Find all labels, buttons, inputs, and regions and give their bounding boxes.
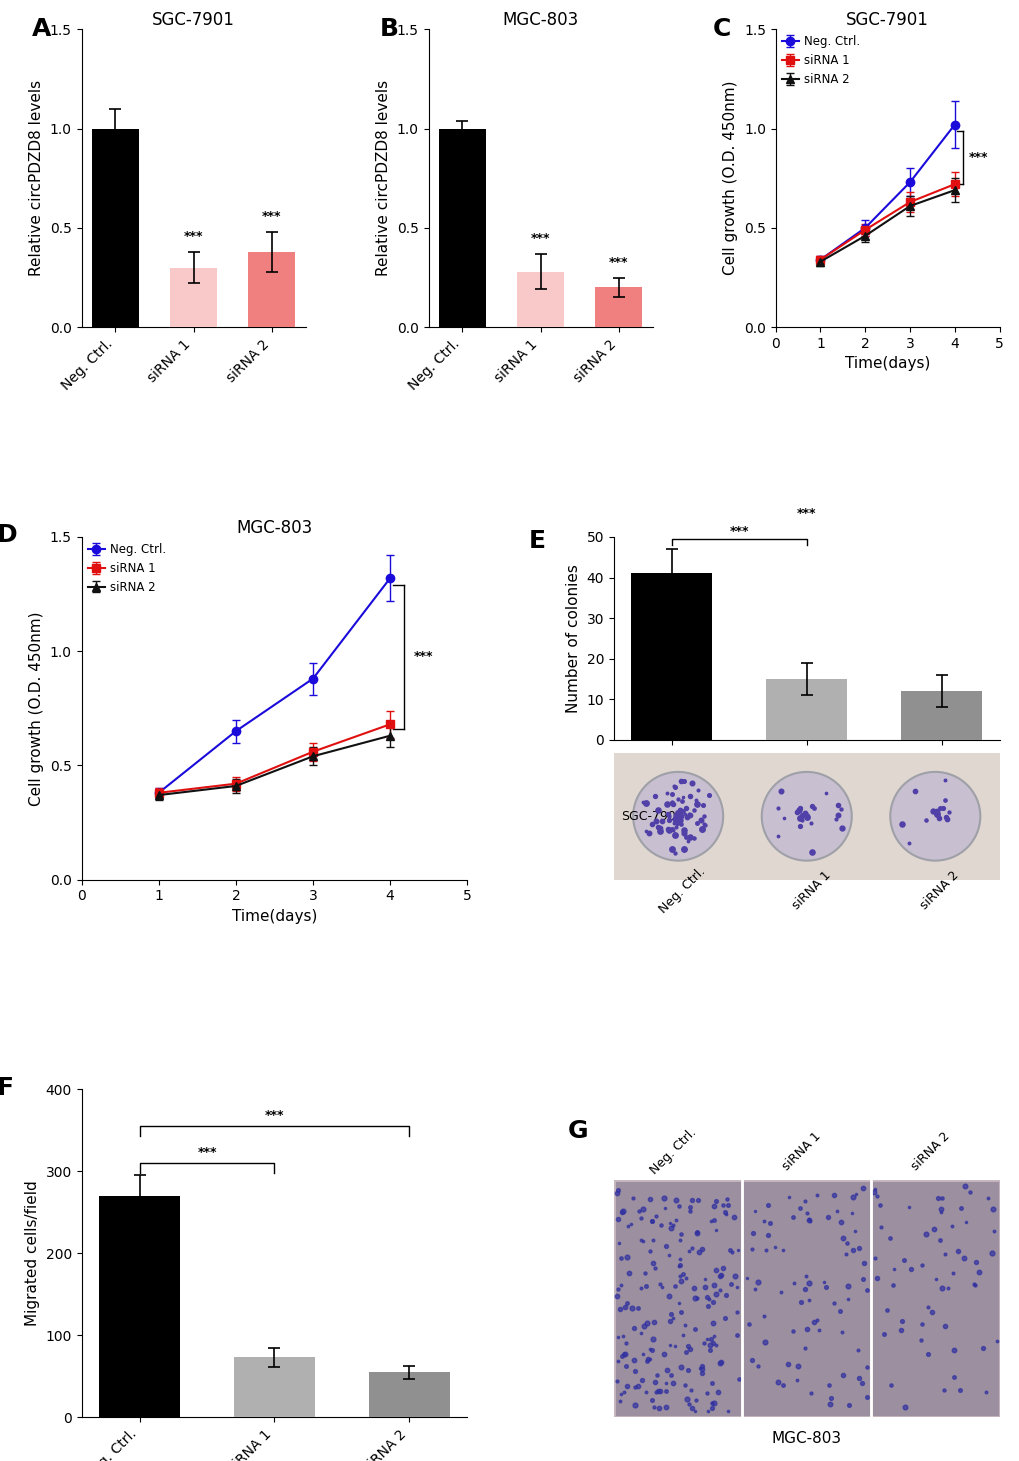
Y-axis label: Cell growth (O.D. 450nm): Cell growth (O.D. 450nm) — [722, 80, 738, 276]
Text: ***: *** — [413, 650, 432, 663]
Text: siRNA 1: siRNA 1 — [789, 869, 833, 912]
Bar — [765, 679, 847, 739]
Bar — [99, 1197, 180, 1417]
Legend: Neg. Ctrl., siRNA 1, siRNA 2: Neg. Ctrl., siRNA 1, siRNA 2 — [88, 543, 166, 593]
Text: ***: *** — [967, 150, 986, 164]
Text: Neg. Ctrl.: Neg. Ctrl. — [647, 1125, 698, 1176]
X-axis label: Time(days): Time(days) — [844, 356, 929, 371]
Circle shape — [761, 771, 851, 861]
Text: C: C — [712, 18, 731, 41]
Y-axis label: Number of colonies: Number of colonies — [566, 564, 581, 713]
Text: siRNA 2: siRNA 2 — [917, 869, 961, 912]
FancyBboxPatch shape — [742, 1180, 870, 1417]
Text: ***: *** — [262, 210, 281, 224]
Bar — [369, 1372, 449, 1417]
Title: MGC-803: MGC-803 — [502, 12, 578, 29]
Text: A: A — [33, 18, 52, 41]
Bar — [170, 267, 217, 327]
Y-axis label: Cell growth (O.D. 450nm): Cell growth (O.D. 450nm) — [30, 611, 44, 805]
Text: ***: *** — [796, 507, 815, 520]
Circle shape — [890, 771, 979, 861]
Y-axis label: Migrated cells/field: Migrated cells/field — [24, 1180, 40, 1327]
Bar — [517, 272, 564, 327]
Text: G: G — [567, 1119, 588, 1143]
X-axis label: Time(days): Time(days) — [231, 909, 317, 923]
Title: SGC-7901: SGC-7901 — [152, 12, 234, 29]
Circle shape — [633, 771, 722, 861]
Y-axis label: Relative circPDZD8 levels: Relative circPDZD8 levels — [376, 80, 391, 276]
Text: siRNA 2: siRNA 2 — [908, 1129, 952, 1173]
FancyBboxPatch shape — [613, 1180, 742, 1417]
Text: ***: *** — [183, 229, 203, 243]
Text: ***: *** — [608, 256, 628, 269]
Text: SGC-7901: SGC-7901 — [621, 809, 684, 823]
Text: ***: *** — [530, 232, 550, 245]
Text: ***: *** — [197, 1145, 217, 1159]
Bar — [438, 129, 485, 327]
Text: F: F — [0, 1077, 13, 1100]
Legend: Neg. Ctrl., siRNA 1, siRNA 2: Neg. Ctrl., siRNA 1, siRNA 2 — [781, 35, 859, 86]
Text: B: B — [379, 18, 398, 41]
Bar — [631, 574, 711, 739]
Bar — [233, 1357, 315, 1417]
Bar — [900, 691, 981, 739]
Title: SGC-7901: SGC-7901 — [846, 12, 928, 29]
FancyBboxPatch shape — [870, 1180, 999, 1417]
Bar — [248, 251, 296, 327]
Text: MGC-803: MGC-803 — [771, 1432, 841, 1446]
Text: siRNA 1: siRNA 1 — [780, 1129, 823, 1173]
Text: ***: *** — [265, 1109, 284, 1122]
Text: ***: *** — [729, 524, 748, 538]
Bar — [92, 129, 139, 327]
Y-axis label: Relative circPDZD8 levels: Relative circPDZD8 levels — [30, 80, 44, 276]
Title: MGC-803: MGC-803 — [236, 519, 312, 536]
Text: D: D — [0, 523, 17, 548]
Text: Neg. Ctrl.: Neg. Ctrl. — [656, 865, 707, 916]
Bar — [595, 288, 642, 327]
Text: E: E — [529, 529, 545, 552]
